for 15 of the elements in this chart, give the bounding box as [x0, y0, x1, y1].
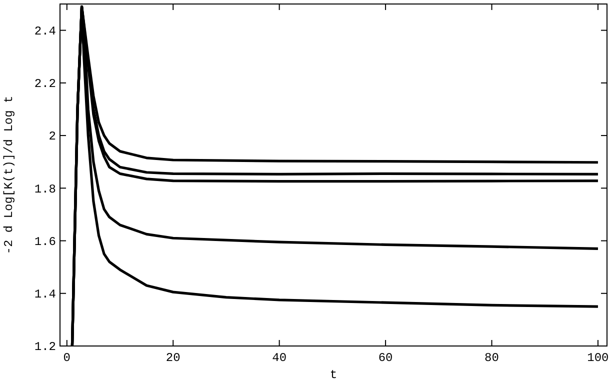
x-tick-label: 20	[166, 351, 180, 365]
y-tick-label: 1.4	[34, 288, 56, 302]
y-axis-title: -2 d Log[K(t)]/d Log t	[2, 96, 16, 254]
y-tick-label: 2	[48, 130, 56, 144]
x-axis-title: t	[330, 368, 338, 382]
x-tick-label: 40	[272, 351, 287, 365]
y-tick-label: 2.2	[34, 77, 56, 92]
y-tick-label: 1.8	[34, 182, 56, 196]
y-tick-label: 1.2	[34, 340, 56, 354]
x-tick-label: 0	[63, 351, 71, 365]
x-tick-label: 60	[378, 351, 393, 365]
y-tick-label: 2.4	[34, 24, 56, 39]
x-tick-label: 80	[484, 351, 499, 365]
x-tick-label: 100	[587, 351, 609, 365]
y-tick-label: 1.6	[34, 234, 56, 249]
